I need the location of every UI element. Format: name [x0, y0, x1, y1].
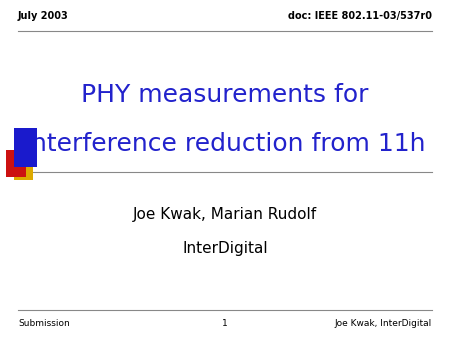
- Text: doc: IEEE 802.11-03/537r0: doc: IEEE 802.11-03/537r0: [288, 11, 432, 21]
- Text: Submission: Submission: [18, 319, 70, 328]
- Text: PHY measurements for: PHY measurements for: [81, 82, 369, 107]
- Text: Joe Kwak, Marian Rudolf: Joe Kwak, Marian Rudolf: [133, 207, 317, 222]
- Text: Joe Kwak, InterDigital: Joe Kwak, InterDigital: [335, 319, 432, 328]
- Text: July 2003: July 2003: [18, 11, 69, 21]
- Text: 1: 1: [222, 319, 228, 328]
- Text: InterDigital: InterDigital: [182, 241, 268, 256]
- Text: interference reduction from 11h: interference reduction from 11h: [24, 131, 426, 156]
- Bar: [14, 160, 33, 180]
- Bar: [14, 128, 37, 167]
- Bar: [6, 150, 26, 177]
